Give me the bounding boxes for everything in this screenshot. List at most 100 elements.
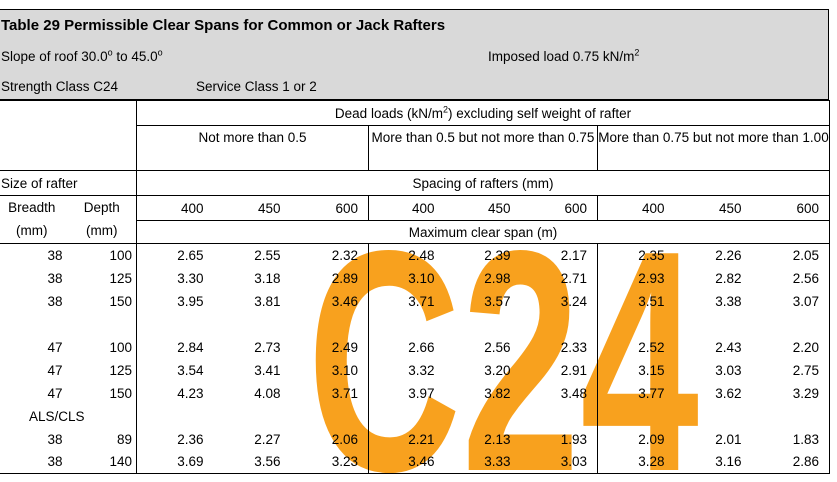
mm-unit-label: (mm)	[16, 222, 48, 238]
c24-watermark: C24	[307, 238, 700, 478]
span-cell: 2.36	[177, 431, 204, 447]
load-group-row: Not more than 0.5 More than 0.5 but not …	[0, 125, 830, 171]
spacing-450: 450	[213, 195, 291, 221]
empty-cell	[675, 405, 752, 428]
span-cell: 2.91	[520, 358, 598, 382]
section-label-row: ALS/CLS	[0, 404, 830, 428]
span-cell: 2.06	[290, 427, 369, 451]
slope-of-roof-text: Slope of roof 30.0o to 45.0o	[1, 47, 163, 64]
mm-unit-label: (mm)	[86, 222, 118, 238]
squared-sup: 2	[442, 104, 448, 114]
span-cell: 3.03	[520, 450, 598, 474]
degree-sup: o	[107, 47, 113, 58]
span-cell: 3.07	[792, 293, 820, 309]
span-cell: 3.38	[715, 293, 742, 309]
empty-cell	[0, 313, 68, 336]
spacing-400: 400	[136, 195, 214, 221]
breadth-cell: 47	[47, 385, 63, 401]
empty-cell	[369, 405, 445, 428]
span-cell: 2.26	[715, 247, 742, 263]
span-cell: 3.46	[290, 289, 369, 313]
c24-watermark-text: C24	[307, 238, 700, 478]
imposed-prefix: Imposed load 0.75 kN/m	[488, 49, 635, 64]
corner-cell	[0, 100, 137, 171]
table-row: 38 100 2.65 2.55 2.32 2.48 2.39 2.17 2.3…	[0, 243, 830, 267]
spacer-row	[0, 312, 830, 336]
span-cell: 3.20	[484, 362, 511, 378]
span-cell: 2.33	[520, 335, 598, 359]
spacing-values-row: Breadth (mm) Depth (mm) 400 450 600 400 45…	[0, 195, 830, 244]
empty-cell	[67, 312, 137, 336]
slope-mid: to 45.0	[112, 49, 158, 64]
depth-cell: 100	[67, 243, 137, 267]
span-cell: 3.71	[408, 293, 435, 309]
span-cell: 2.93	[638, 270, 665, 286]
load-group-header-2: More than 0.5 but not more than 0.75	[368, 125, 598, 171]
table-title: Table 29 Permissible Clear Spans for Com…	[1, 17, 446, 34]
spacing-row: Size of rafter Spacing of rafters (mm)	[0, 170, 830, 196]
span-cell: 1.93	[520, 427, 598, 451]
als-cls-label: ALS/CLS	[0, 404, 137, 428]
degree-sup: o	[157, 47, 163, 58]
breadth-label: Breadth	[8, 199, 56, 215]
depth-label: Depth	[83, 199, 120, 215]
table-row: 47 100 2.84 2.73 2.49 2.66 2.56 2.33 2.5…	[0, 335, 830, 359]
empty-cell	[598, 405, 675, 428]
span-cell: 3.29	[792, 385, 820, 401]
empty-cell	[445, 313, 521, 336]
breadth-cell: 38	[47, 431, 63, 447]
empty-cell	[598, 313, 675, 336]
dead-loads-row: Dead loads (kN/m2) excluding self weight…	[0, 100, 830, 171]
breadth-column-header: Breadth (mm)	[0, 195, 68, 244]
span-cell: 1.83	[792, 431, 820, 447]
span-cell: 3.69	[177, 454, 204, 470]
empty-cell	[752, 405, 830, 428]
span-cell: 2.17	[520, 243, 598, 267]
span-cell: 2.27	[254, 431, 281, 447]
span-cell: 2.43	[715, 339, 742, 355]
span-cell: 2.55	[254, 247, 281, 263]
breadth-cell: 38	[47, 454, 63, 470]
span-cell: 3.18	[254, 270, 281, 286]
span-cell: 3.81	[254, 293, 281, 309]
breadth-cell: 47	[47, 362, 63, 378]
depth-cell: 125	[67, 266, 137, 290]
empty-cell	[290, 312, 369, 336]
depth-cell: 150	[67, 381, 137, 405]
spacing-450: 450	[674, 195, 752, 221]
depth-cell: 140	[67, 450, 137, 474]
strength-class-text: Strength Class C24	[1, 79, 119, 94]
depth-cell: 125	[67, 358, 137, 382]
span-cell: 2.65	[177, 247, 204, 263]
span-cell: 3.77	[638, 385, 665, 401]
depth-cell: 100	[67, 335, 137, 359]
spacing-450: 450	[444, 195, 521, 221]
squared-sup: 2	[634, 47, 640, 58]
span-cell: 3.41	[254, 362, 281, 378]
span-cell: 2.20	[792, 339, 820, 355]
span-cell: 2.56	[484, 339, 511, 355]
table-header-block: Table 29 Permissible Clear Spans for Com…	[0, 9, 829, 100]
depth-cell: 150	[67, 289, 137, 313]
span-cell: 2.89	[290, 266, 369, 290]
span-cell: 2.49	[290, 335, 369, 359]
spacing-header: Spacing of rafters (mm)	[136, 170, 830, 196]
depth-column-header: Depth (mm)	[67, 195, 137, 244]
span-cell: 3.23	[290, 450, 369, 474]
span-cell: 3.97	[408, 385, 435, 401]
size-of-rafter-label: Size of rafter	[0, 170, 137, 196]
span-cell: 3.10	[408, 270, 435, 286]
span-cell: 2.32	[290, 243, 369, 267]
span-cell: 3.16	[715, 454, 742, 470]
load-group-header-1: Not more than 0.5	[136, 125, 369, 171]
breadth-cell: 38	[47, 247, 63, 263]
span-cell: 2.48	[408, 247, 435, 263]
span-cell: 2.21	[408, 431, 435, 447]
breadth-cell: 47	[47, 339, 63, 355]
span-cell: 2.86	[792, 454, 820, 470]
max-span-row: Maximum clear span (m)	[0, 220, 830, 244]
span-cell: 3.62	[715, 385, 742, 401]
span-cell: 2.05	[792, 247, 820, 263]
service-class-text: Service Class 1 or 2	[196, 79, 317, 94]
